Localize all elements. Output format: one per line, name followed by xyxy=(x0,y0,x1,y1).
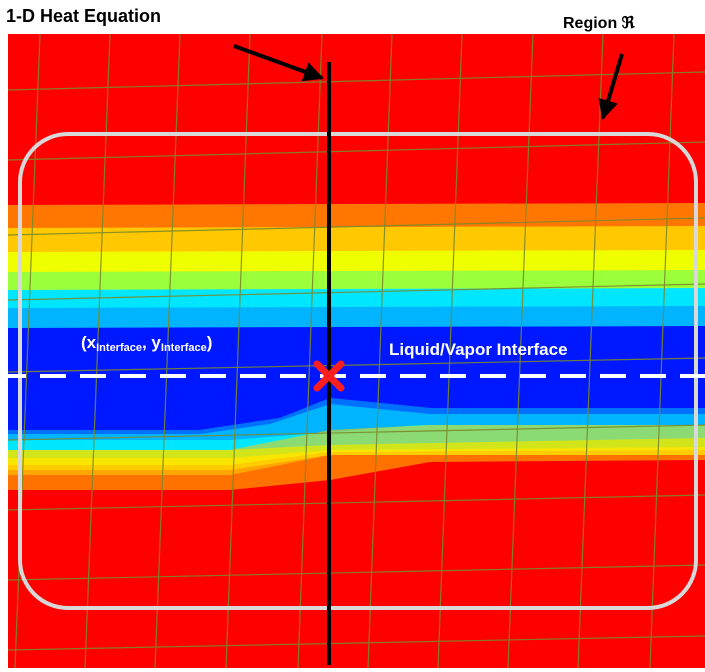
grid-lines xyxy=(8,34,705,668)
coord-mid: , y xyxy=(141,333,161,352)
coord-close: ) xyxy=(206,333,213,352)
interface-label: Liquid/Vapor Interface xyxy=(389,340,568,359)
heat-equation-label: 1-D Heat Equation xyxy=(6,6,162,26)
liquid-core xyxy=(8,326,705,430)
region-outline xyxy=(18,132,698,610)
x-cross-icon xyxy=(313,360,345,392)
field-area xyxy=(8,34,705,668)
lower-ramp xyxy=(8,425,705,490)
coord-x-sub: Interface xyxy=(96,342,142,354)
arrow-icon xyxy=(233,44,324,82)
coord-open: (x xyxy=(81,333,97,352)
region-label: Region ℜ xyxy=(563,13,635,33)
region-symbol: ℜ xyxy=(621,15,635,32)
interface-coordinate-label: (xInterface, yInterface) xyxy=(81,333,212,354)
core-edge xyxy=(8,398,705,434)
coord-y-sub: Interface xyxy=(160,342,207,354)
arrow-icon xyxy=(598,53,624,120)
region-label-text: Region xyxy=(563,15,622,32)
